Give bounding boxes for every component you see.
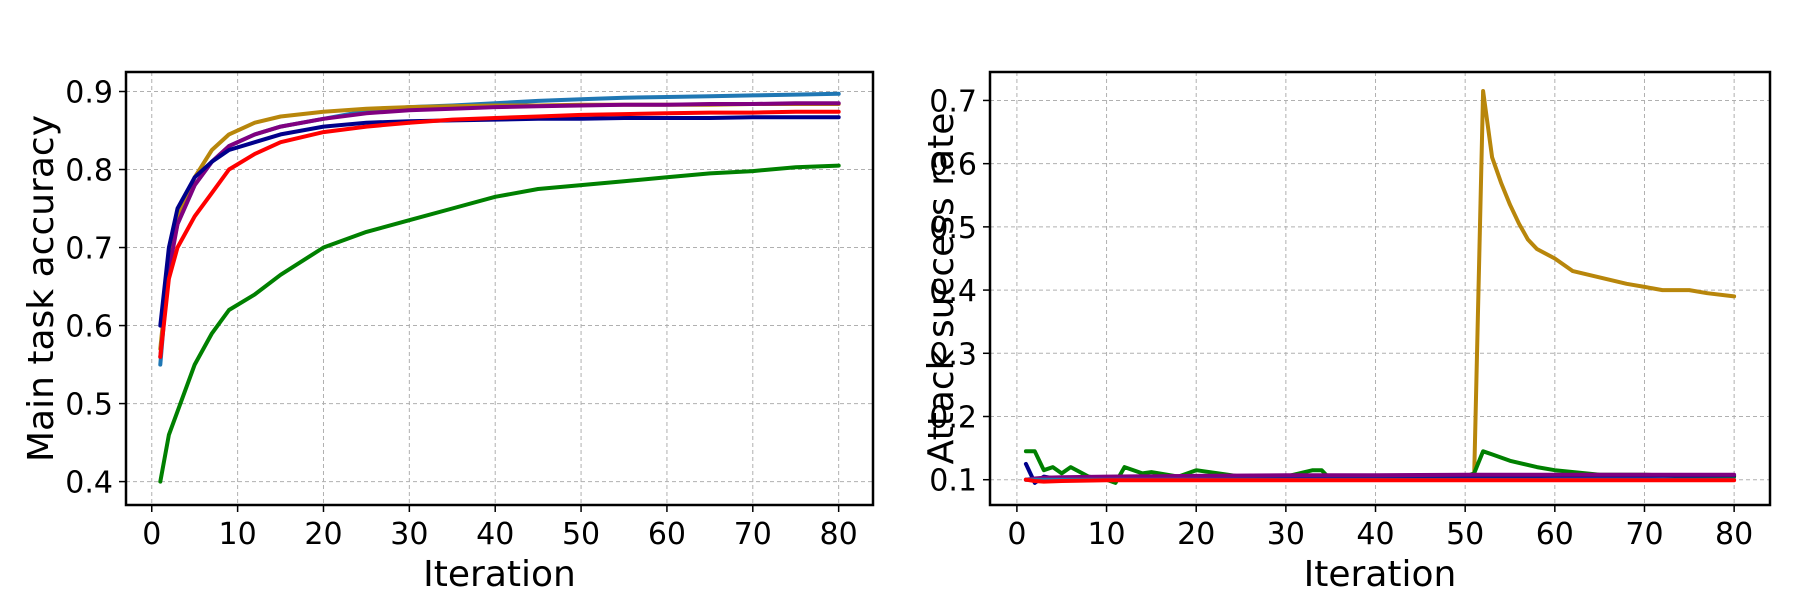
accuracy-x-tick-label: 40: [476, 517, 514, 552]
attack-series-line-5: [1023, 477, 1737, 484]
attack-y-tick-label: 0.6: [929, 148, 977, 183]
attack-series-line-0: [1023, 89, 1737, 482]
attack-y-tick-label: 0.5: [929, 211, 977, 246]
accuracy-y-tick-label: 0.6: [65, 310, 113, 345]
accuracy-series-line-4: [158, 109, 841, 359]
attack-y-tick-label: 0.7: [929, 84, 977, 119]
attack-y-tick-label: 0.3: [929, 337, 977, 372]
attack-x-tick-label: 20: [1177, 517, 1215, 552]
attack-x-tick-label: 40: [1356, 517, 1394, 552]
accuracy-series-line-5: [158, 163, 841, 484]
attack-success-panel: 0 10 20 30 40 50 60 70 80 0.1 0.2 0.3 0.4 0.5 0.6 0.7 It…: [921, 70, 1772, 595]
attack-y-axis-label: Attack success rate: [921, 113, 962, 465]
attack-x-tick-label: 10: [1087, 517, 1125, 552]
accuracy-x-tick-label: 0: [142, 517, 161, 552]
accuracy-series-line-2: [158, 101, 841, 359]
accuracy-x-tick-label: 50: [562, 517, 600, 552]
accuracy-x-tick-label: 60: [648, 517, 686, 552]
attack-y-tick-label: 0.2: [929, 401, 977, 436]
accuracy-y-tick-label: 0.5: [65, 388, 113, 423]
attack-x-tick-label: 0: [1007, 517, 1026, 552]
accuracy-y-tick-label: 0.7: [65, 232, 113, 267]
accuracy-x-tick-label: 80: [820, 517, 858, 552]
accuracy-y-tick-label: 0.4: [65, 466, 113, 501]
attack-plot-frame: [988, 70, 1772, 507]
accuracy-x-axis-label: Iteration: [423, 554, 576, 595]
attack-y-tick-label: 0.1: [929, 464, 977, 499]
attack-x-tick-label: 50: [1446, 517, 1484, 552]
accuracy-series-line-0: [158, 91, 841, 367]
accuracy-x-tick-label: 20: [304, 517, 342, 552]
accuracy-x-tick-label: 70: [734, 517, 772, 552]
attack-x-tick-label: 80: [1715, 517, 1753, 552]
accuracy-panel: 0 10 20 30 40 50 60 70 80 0.4 0.5 0.6 0.7 0.8 0.9 Itera…: [21, 70, 875, 595]
attack-x-tick-label: 30: [1267, 517, 1305, 552]
attack-x-axis-label: Iteration: [1304, 554, 1457, 595]
accuracy-y-axis-label: Main task accuracy: [21, 115, 62, 462]
attack-x-tick-label: 70: [1625, 517, 1663, 552]
accuracy-y-tick-label: 0.8: [65, 154, 113, 189]
accuracy-x-tick-label: 30: [390, 517, 428, 552]
accuracy-y-tick-label: 0.9: [65, 76, 113, 111]
attack-x-tick-label: 60: [1536, 517, 1574, 552]
accuracy-x-tick-label: 10: [219, 517, 257, 552]
attack-y-tick-label: 0.4: [929, 274, 977, 309]
accuracy-plot-frame: [124, 70, 875, 507]
